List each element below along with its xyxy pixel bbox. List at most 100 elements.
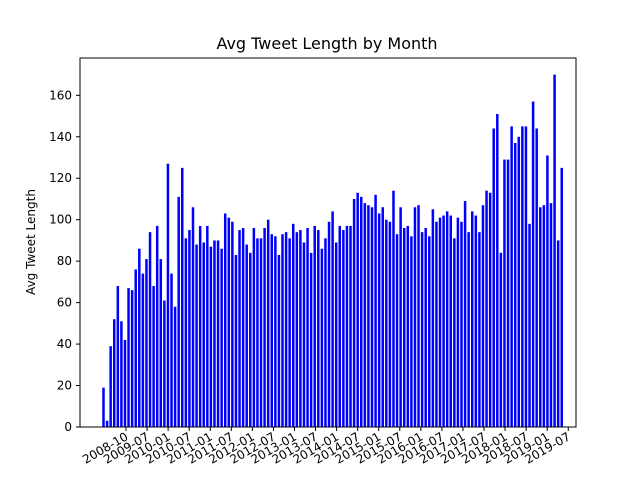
bar <box>510 126 513 427</box>
bar <box>460 221 463 427</box>
bar <box>173 306 177 427</box>
bar <box>485 190 488 427</box>
bar <box>120 321 123 427</box>
bar <box>213 240 216 427</box>
bar <box>453 238 456 427</box>
bar <box>141 273 145 427</box>
bar <box>342 230 345 427</box>
bar <box>492 128 495 428</box>
bar <box>181 167 184 427</box>
bars-group <box>102 74 563 428</box>
bar <box>148 232 152 427</box>
bar <box>385 219 388 427</box>
y-tick-label: 40 <box>57 337 72 351</box>
bar <box>313 225 316 427</box>
bar <box>306 227 309 427</box>
bar <box>130 290 134 427</box>
bar <box>496 113 499 427</box>
plot-frame <box>79 57 577 428</box>
bar <box>220 248 223 427</box>
bar <box>363 203 367 427</box>
bar <box>392 190 395 427</box>
bar <box>402 227 406 427</box>
bar <box>191 207 195 427</box>
bar <box>381 207 384 427</box>
bar <box>252 227 256 427</box>
bar <box>438 217 442 427</box>
bar <box>481 205 485 427</box>
bar <box>535 128 538 428</box>
bar <box>324 238 327 427</box>
bar <box>209 246 213 427</box>
bar <box>109 346 112 427</box>
bar <box>420 232 424 427</box>
bar <box>241 227 245 427</box>
bar <box>435 221 438 427</box>
bar <box>410 236 413 427</box>
bar <box>549 203 553 427</box>
bar <box>442 215 445 427</box>
bar <box>560 167 563 427</box>
bar <box>170 273 173 427</box>
bar <box>155 225 159 427</box>
bar <box>206 225 209 427</box>
bar <box>188 230 191 427</box>
bar <box>327 221 331 427</box>
chart-title: Avg Tweet Length by Month <box>216 34 437 53</box>
bar <box>367 205 370 427</box>
y-tick-label: 140 <box>49 130 72 144</box>
bar <box>163 300 166 427</box>
bar <box>317 230 320 427</box>
bar <box>309 252 313 427</box>
bar <box>202 242 205 427</box>
bar <box>216 240 220 427</box>
bar <box>231 221 234 427</box>
bar <box>334 242 338 427</box>
bar <box>152 286 155 427</box>
bar <box>488 192 492 427</box>
bar <box>395 234 399 427</box>
y-tick-label: 100 <box>49 213 72 227</box>
bar <box>259 238 263 427</box>
bar <box>177 196 180 427</box>
bar <box>288 238 291 427</box>
bar <box>542 205 546 427</box>
bar <box>424 227 427 427</box>
bar <box>456 217 460 427</box>
bar <box>349 225 352 427</box>
bar <box>291 223 295 427</box>
bar <box>274 236 277 427</box>
bar <box>556 240 560 427</box>
bar <box>338 225 342 427</box>
bar <box>245 244 248 427</box>
bar <box>123 339 127 427</box>
bar <box>374 194 377 427</box>
y-tick-label: 160 <box>49 88 72 102</box>
bar <box>223 213 227 427</box>
bar <box>517 136 521 427</box>
bar <box>281 234 284 427</box>
bar <box>506 159 510 427</box>
y-axis-ticks: 0 20 40 60 80 100 120 140 160 <box>49 88 80 434</box>
bar <box>388 221 392 427</box>
bar <box>406 225 410 427</box>
bar <box>263 227 266 427</box>
bar <box>539 207 542 427</box>
y-tick-label: 60 <box>57 296 72 310</box>
bar <box>377 213 381 427</box>
bar <box>513 142 517 428</box>
y-tick-label: 0 <box>64 420 72 434</box>
bar <box>331 211 334 427</box>
y-tick-label: 80 <box>57 254 72 268</box>
bar <box>445 211 449 427</box>
bar <box>195 244 198 427</box>
bar <box>238 230 241 427</box>
y-tick-label: 120 <box>49 171 72 185</box>
bar <box>531 101 535 427</box>
bar <box>105 420 109 427</box>
bar <box>413 207 417 427</box>
y-tick-label: 20 <box>57 379 72 393</box>
bar <box>234 254 238 427</box>
bar <box>159 259 163 427</box>
